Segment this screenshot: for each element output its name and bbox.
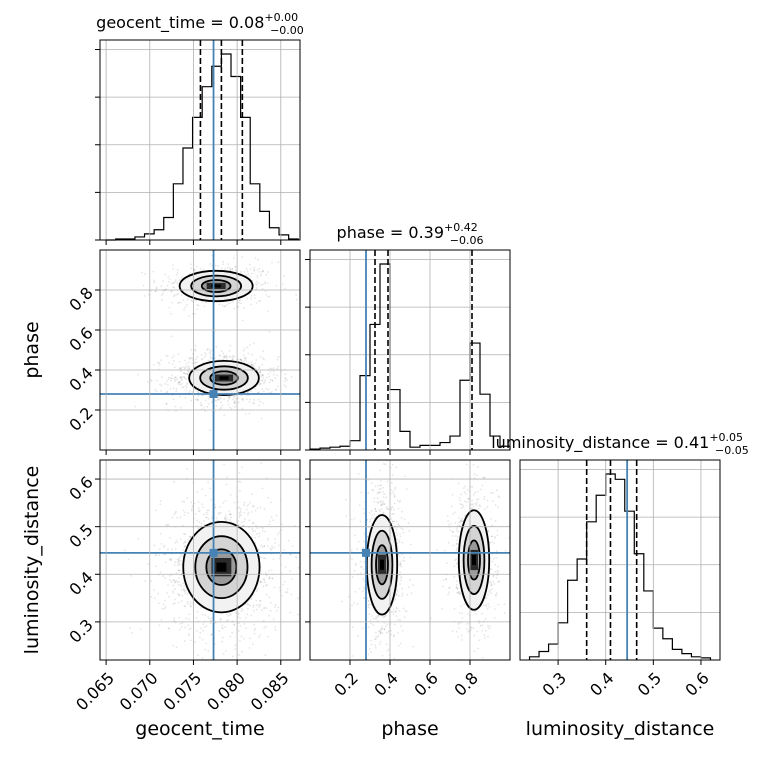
- x-tick-label: 0.4: [370, 668, 401, 699]
- panel-title: geocent_time = 0.08+0.00 −0.00: [96, 11, 304, 37]
- panel-frame: [99, 249, 301, 451]
- grid-lines: [100, 460, 300, 660]
- panel-geocent_time-vs-luminosity_distance: [100, 460, 300, 660]
- panel-geocent_time: [99, 39, 301, 241]
- truth-marker: [362, 548, 370, 557]
- y-axis-label: luminosity_distance: [21, 466, 43, 655]
- x-tick-label: 0.085: [247, 668, 293, 714]
- x-tick-label: 0.5: [634, 668, 665, 699]
- x-tick-label: 0.3: [539, 668, 570, 699]
- grid-lines: [349, 250, 471, 450]
- panel-frame: [309, 459, 511, 661]
- panel-title: luminosity_distance = 0.41+0.05 −0.05: [491, 431, 749, 457]
- y-tick-label: 0.4: [65, 363, 96, 394]
- x-tick-label: 0.075: [159, 668, 205, 714]
- truth-marker: [209, 548, 218, 557]
- histogram-luminosity_distance: [520, 460, 720, 660]
- y-tick-label: 0.5: [65, 520, 96, 551]
- truth-marker: [209, 390, 218, 398]
- grid-lines: [557, 460, 702, 660]
- panel-title: phase = 0.39+0.42 −0.06: [337, 221, 484, 247]
- x-tick-label: 0.6: [410, 668, 441, 699]
- density-core: [378, 554, 386, 575]
- panel-phase: [309, 249, 511, 451]
- histogram-step: [528, 473, 712, 660]
- histogram-geocent_time: [100, 40, 300, 241]
- grid-lines: [100, 250, 300, 450]
- x-tick-label: 0.070: [116, 668, 162, 714]
- y-axis-label: phase: [21, 321, 43, 378]
- x-axis-label: phase: [381, 718, 438, 740]
- density-core: [211, 557, 232, 577]
- x-tick-label: 0.4: [586, 668, 617, 699]
- y-tick-label: 0.8: [65, 283, 96, 314]
- panel-luminosity_distance: [519, 459, 721, 661]
- x-tick-label: 0.065: [72, 668, 118, 714]
- x-tick-label: 0.2: [330, 668, 361, 699]
- x-axis-label: geocent_time: [135, 718, 264, 740]
- y-tick-label: 0.2: [65, 403, 96, 434]
- histogram-phase: [309, 250, 511, 450]
- y-tick-label: 0.6: [65, 472, 96, 503]
- x-tick-label: 0.080: [203, 668, 249, 714]
- grid-lines: [310, 460, 510, 660]
- grid-lines: [105, 40, 282, 240]
- density-core: [214, 374, 234, 382]
- x-axis-label: luminosity_distance: [526, 718, 715, 740]
- x-tick-label: 0.6: [681, 668, 712, 699]
- y-tick-label: 0.4: [65, 568, 96, 599]
- histogram-step: [309, 263, 511, 450]
- y-tick-label: 0.3: [65, 615, 96, 646]
- panel-geocent_time-vs-phase: [100, 250, 300, 450]
- x-tick-label: 0.8: [450, 668, 481, 699]
- density-core: [206, 282, 226, 290]
- panel-frame: [99, 459, 301, 661]
- density-core: [470, 549, 478, 571]
- histogram-step: [106, 53, 299, 241]
- panel-phase-vs-luminosity_distance: [310, 460, 510, 660]
- y-tick-label: 0.6: [65, 323, 96, 354]
